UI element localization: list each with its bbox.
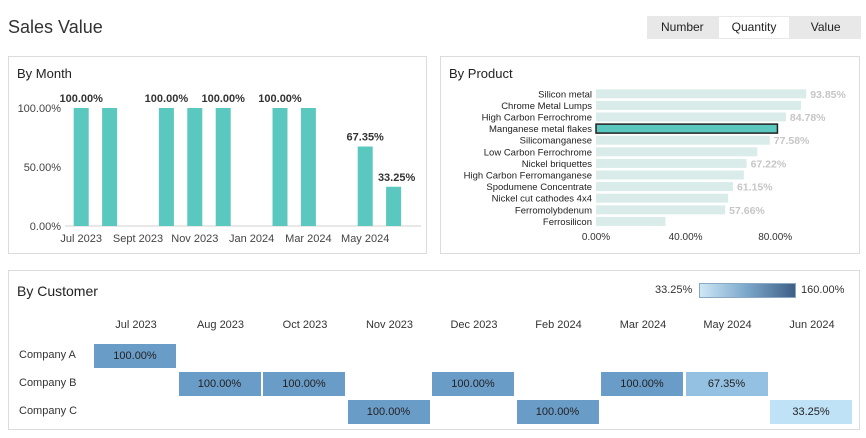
legend-min-label: 33.25%	[655, 284, 693, 296]
heatmap-cell[interactable]: 100.00%	[432, 372, 514, 396]
product-category-label: Chrome Metal Lumps	[501, 101, 592, 112]
toggle-value[interactable]: Value	[810, 20, 841, 34]
heatmap-cell[interactable]: 100.00%	[347, 400, 430, 424]
month-data-label: 100.00%	[145, 93, 189, 105]
row-header: Company A	[19, 349, 76, 361]
product-bar	[596, 89, 807, 99]
toggle-quantity[interactable]: Quantity	[717, 16, 791, 39]
column-header: Feb 2024	[535, 319, 582, 331]
product-bar	[596, 135, 770, 145]
column-header: Dec 2023	[450, 319, 498, 331]
month-bar	[357, 146, 373, 226]
by-product-panel: By Product Silicon metal 93.85% Chrome Met…	[440, 56, 860, 254]
product-category-label: Nickel cut cathodes 4x4	[492, 194, 592, 205]
month-bar	[187, 108, 203, 226]
product-data-label: 84.78%	[790, 112, 826, 124]
heatmap-cell[interactable]: 100.00%	[178, 372, 261, 396]
row-header: Company B	[19, 377, 77, 389]
product-bar	[596, 100, 801, 110]
month-bar	[158, 108, 174, 226]
row-header: Company C	[19, 405, 78, 417]
product-category-label: Spodumene Concentrate	[486, 182, 592, 193]
product-category-label: Silicomanganese	[520, 136, 592, 147]
x-tick-label: Jan 2024	[229, 233, 274, 245]
product-data-label: 57.66%	[729, 205, 765, 217]
toggle-number[interactable]: Number	[660, 20, 704, 34]
x-tick-label: 40.00%	[669, 232, 703, 243]
month-bar	[300, 108, 316, 226]
product-bar	[596, 158, 747, 168]
column-header: Jul 2023	[115, 319, 157, 331]
x-tick-label: Sept 2023	[113, 233, 163, 245]
month-bar	[272, 108, 288, 226]
page-title: Sales Value	[8, 17, 103, 37]
column-header: Aug 2023	[196, 319, 245, 331]
product-bar	[596, 147, 758, 157]
by-month-panel: By Month 100.00% 50.00% 0.00% 100.00% 100.00…	[8, 56, 427, 254]
heatmap-cell[interactable]: 33.25%	[770, 400, 852, 424]
product-bar	[596, 216, 666, 226]
month-data-label: 100.00%	[201, 93, 245, 105]
by-product-chart: Silicon metal 93.85%Chrome Metal LumpsHig…	[464, 89, 847, 243]
heatmap-cell[interactable]: 100.00%	[94, 344, 176, 368]
month-bar	[215, 108, 231, 226]
product-bar	[596, 112, 786, 122]
product-bar	[596, 170, 744, 180]
product-category-label: Nickel briquettes	[522, 159, 592, 170]
product-data-label: 93.85%	[810, 89, 846, 101]
month-data-label: 100.00%	[258, 93, 302, 105]
heatmap-cell[interactable]: 100.00%	[263, 372, 345, 396]
month-bar	[73, 108, 89, 226]
y-tick-label: 100.00%	[18, 103, 62, 115]
y-tick-label: 0.00%	[30, 221, 61, 233]
by-month-title: By Month	[17, 66, 72, 81]
column-header: Nov 2023	[365, 319, 414, 331]
by-customer-title: By Customer	[17, 283, 98, 299]
color-legend	[699, 283, 796, 298]
x-tick-label: Mar 2024	[285, 233, 331, 245]
product-data-label: 61.15%	[737, 182, 773, 194]
x-tick-label: 0.00%	[582, 232, 610, 243]
product-data-label: 77.58%	[774, 135, 810, 147]
product-category-label: Low Carbon Ferrochrome	[484, 147, 592, 158]
product-bar	[596, 205, 726, 215]
y-tick-label: 50.00%	[24, 162, 62, 174]
product-category-label: Silicon metal	[538, 89, 592, 100]
month-data-label: 67.35%	[347, 132, 385, 144]
heatmap-cell[interactable]: 100.00%	[601, 372, 683, 396]
product-bar	[595, 123, 779, 134]
month-data-label: 33.25%	[378, 172, 416, 184]
column-header: May 2024	[703, 319, 752, 331]
heatmap-cell[interactable]: 100.00%	[516, 400, 599, 424]
product-category-label: High Carbon Ferrochrome	[482, 113, 592, 124]
x-tick-label: 80.00%	[758, 232, 792, 243]
product-category-label: Manganese metal flakes	[489, 124, 592, 135]
x-tick-label: Nov 2023	[171, 233, 218, 245]
product-data-label: 67.22%	[751, 158, 787, 170]
month-bar	[102, 108, 118, 226]
measure-toggle: Number Quantity Value	[647, 16, 861, 39]
legend-max-label: 160.00%	[801, 284, 845, 296]
month-bar	[386, 186, 402, 226]
column-header: Mar 2024	[619, 319, 667, 331]
by-product-title: By Product	[449, 66, 513, 81]
by-month-chart: 100.00%50.00%0.00%100.00% 100.00% 100.00% 1…	[18, 93, 421, 245]
product-category-label: Ferromolybdenum	[515, 205, 592, 216]
by-customer-panel: By Customer 33.25% 160.00% Jul 2023 Aug 2…	[8, 270, 860, 430]
column-header: Jun 2024	[789, 319, 835, 331]
x-tick-label: Jul 2023	[60, 233, 102, 245]
heatmap-cell[interactable]: 67.35%	[685, 372, 768, 396]
x-tick-label: May 2024	[341, 233, 389, 245]
product-bar	[596, 193, 729, 203]
month-data-label: 100.00%	[59, 93, 103, 105]
column-header: Oct 2023	[282, 319, 328, 331]
product-bar	[596, 182, 733, 192]
product-category-label: Ferrosilicon	[543, 217, 592, 228]
product-category-label: High Carbon Ferromanganese	[464, 171, 592, 182]
